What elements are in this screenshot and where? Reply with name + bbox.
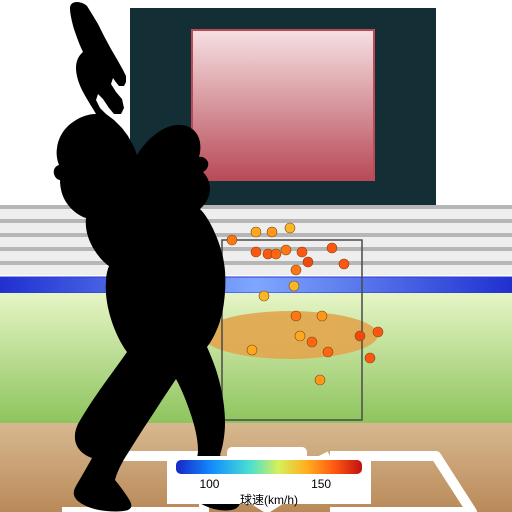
pitch-point — [247, 345, 257, 355]
legend-tick: 150 — [311, 477, 331, 491]
legend-tick: 100 — [199, 477, 219, 491]
scoreboard-screen — [192, 30, 374, 180]
pitch-point — [295, 331, 305, 341]
pitch-point — [373, 327, 383, 337]
speed-legend: 100 150 球速(km/h) — [167, 456, 371, 507]
pitch-point — [251, 247, 261, 257]
pitch-point — [289, 281, 299, 291]
pitch-point — [227, 235, 237, 245]
pitch-point — [365, 353, 375, 363]
pitch-point — [297, 247, 307, 257]
pitch-point — [267, 227, 277, 237]
pitch-point — [259, 291, 269, 301]
pitch-point — [317, 311, 327, 321]
pitch-point — [285, 223, 295, 233]
pitch-point — [323, 347, 333, 357]
pitch-point — [291, 265, 301, 275]
chart-svg: 100 150 球速(km/h) — [0, 0, 512, 512]
pitch-point — [281, 245, 291, 255]
pitch-point — [355, 331, 365, 341]
outfield-grass — [0, 293, 512, 423]
pitch-point — [303, 257, 313, 267]
pitch-point — [339, 259, 349, 269]
outfield-fence — [0, 277, 512, 293]
legend-label: 球速(km/h) — [240, 493, 298, 507]
pitchers-mound — [202, 311, 378, 359]
pitch-point — [307, 337, 317, 347]
pitch-point — [291, 311, 301, 321]
pitch-location-chart: 100 150 球速(km/h) — [0, 0, 512, 512]
pitch-point — [327, 243, 337, 253]
pitch-point — [315, 375, 325, 385]
pitch-point — [271, 249, 281, 259]
pitch-point — [251, 227, 261, 237]
